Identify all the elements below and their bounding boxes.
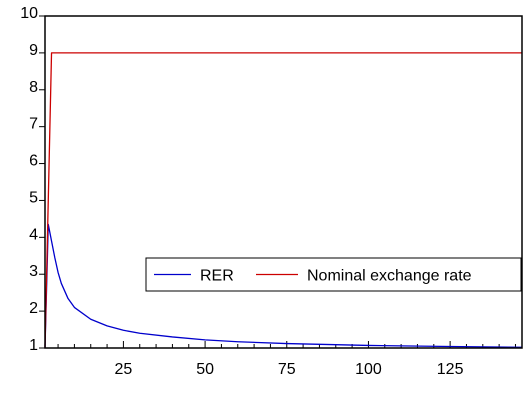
y-tick-label-8: 8 [29, 79, 38, 96]
x-tick-label-100: 100 [355, 361, 382, 378]
plot-frame [44, 15, 523, 349]
legend-label-nominal-exchange-rate: Nominal exchange rate [307, 268, 472, 285]
y-tick-label-2: 2 [29, 300, 38, 317]
y-tick-label-9: 9 [29, 42, 38, 59]
y-tick-label-4: 4 [29, 226, 38, 243]
x-tick-label-125: 125 [437, 361, 464, 378]
x-tick-label-75: 75 [278, 361, 296, 378]
y-tick-labels: 1 2 3 4 5 6 7 8 9 10 [20, 5, 38, 354]
y-tick-marks [39, 15, 45, 349]
y-tick-label-5: 5 [29, 189, 38, 206]
series-lines [44, 52, 523, 349]
legend-label-rer: RER [200, 268, 234, 285]
x-tick-label-50: 50 [196, 361, 214, 378]
y-tick-label-7: 7 [29, 116, 38, 133]
legend-box [145, 257, 522, 292]
y-tick-label-1: 1 [29, 337, 38, 354]
x-tick-label-25: 25 [115, 361, 133, 378]
series-line-rer [44, 223, 523, 349]
series-line-nominal-exchange-rate [44, 52, 522, 349]
legend: RER Nominal exchange rate [145, 257, 522, 292]
y-tick-label-10: 10 [20, 5, 38, 22]
y-tick-label-3: 3 [29, 263, 38, 280]
y-tick-label-6: 6 [29, 153, 38, 170]
x-tick-labels: 25 50 75 100 125 [115, 361, 464, 378]
